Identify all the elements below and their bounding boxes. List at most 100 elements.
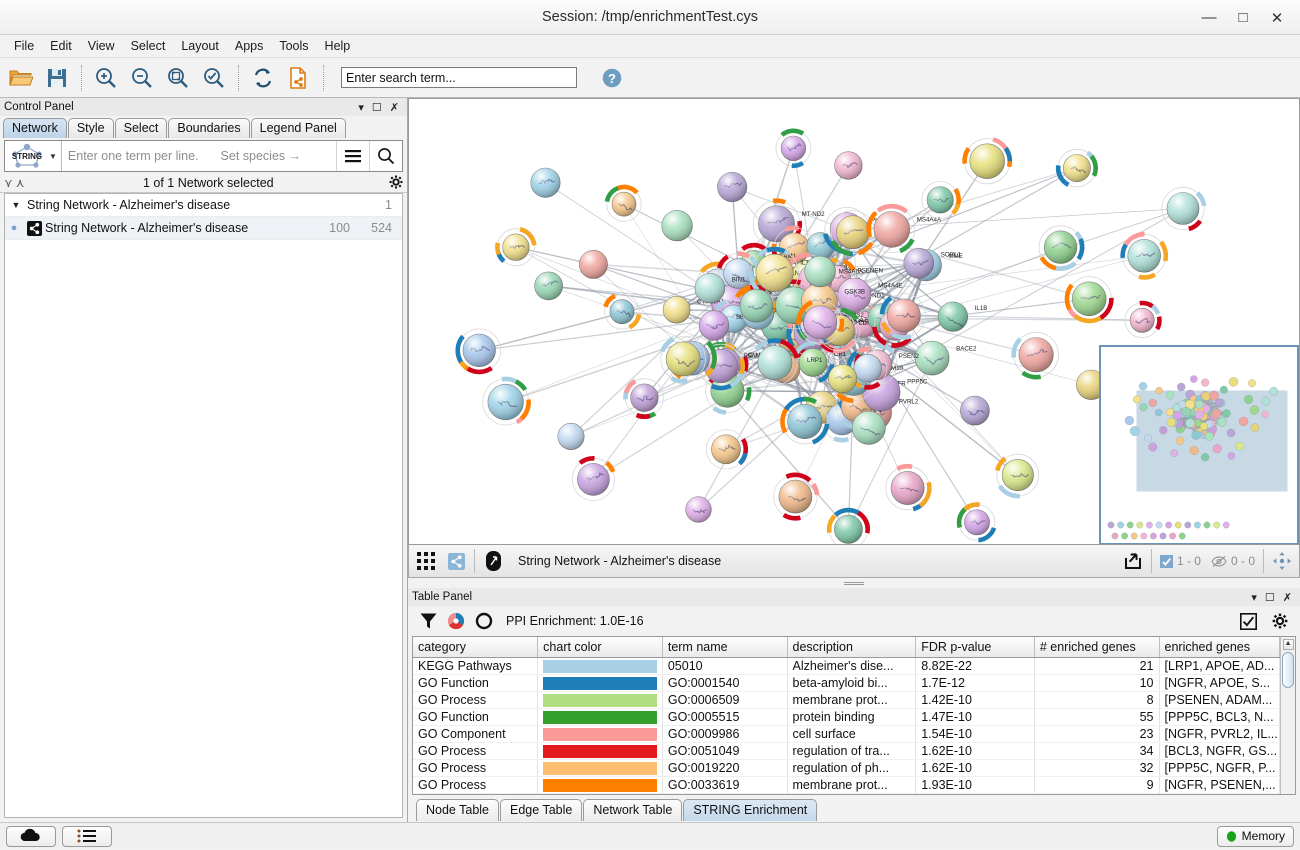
network-node[interactable] xyxy=(796,300,845,345)
minimize-button[interactable]: — xyxy=(1201,9,1217,26)
close-panel-icon[interactable]: ✗ xyxy=(389,101,399,114)
zoom-fit-icon[interactable] xyxy=(161,61,195,95)
network-node[interactable] xyxy=(921,181,961,219)
network-node[interactable] xyxy=(530,167,561,198)
network-node[interactable]: IL1A xyxy=(748,246,814,298)
string-logo-icon[interactable]: STRING xyxy=(5,141,49,171)
col-enriched-count[interactable]: # enriched genes xyxy=(1034,637,1160,658)
search-icon[interactable] xyxy=(369,141,402,171)
tab-node-table[interactable]: Node Table xyxy=(416,799,500,821)
network-node[interactable] xyxy=(834,151,863,180)
table-row[interactable]: GO Process GO:0050435beta-amyloid m...2.0… xyxy=(413,793,1281,794)
cloud-icon[interactable] xyxy=(6,825,56,847)
network-node[interactable] xyxy=(603,293,642,330)
select-all-icon[interactable] xyxy=(1234,608,1262,634)
network-node[interactable] xyxy=(1120,231,1169,280)
network-node[interactable] xyxy=(739,288,774,323)
scroll-thumb[interactable] xyxy=(1282,652,1295,688)
network-node[interactable] xyxy=(717,172,748,203)
export-image-icon[interactable] xyxy=(1118,548,1148,575)
tab-boundaries[interactable]: Boundaries xyxy=(168,118,250,138)
network-node[interactable] xyxy=(960,395,990,426)
menu-view[interactable]: View xyxy=(87,39,115,53)
zoom-selected-icon[interactable] xyxy=(197,61,231,95)
tab-edge-table[interactable]: Edge Table xyxy=(500,799,583,821)
network-node[interactable]: MS4A4A xyxy=(866,203,942,254)
memory-status-button[interactable]: Memory xyxy=(1216,825,1294,847)
network-node[interactable] xyxy=(557,422,585,450)
network-tree-root[interactable]: ▼ String Network - Alzheimer's disease 1 xyxy=(5,194,402,217)
network-node[interactable] xyxy=(956,502,997,543)
panel-divider[interactable] xyxy=(408,578,1300,588)
network-node[interactable] xyxy=(828,364,858,394)
network-node[interactable] xyxy=(685,496,712,523)
table-row[interactable]: GO Component GO:0009986 cell surface 1.54E-… xyxy=(413,725,1281,743)
menu-apps[interactable]: Apps xyxy=(234,39,264,53)
string-query-input[interactable]: Enter one term per line. Set species → xyxy=(60,141,336,171)
fit-content-icon[interactable] xyxy=(1267,548,1297,575)
network-canvas[interactable]: MT-ND2MT-ND1VSNL1GAB2INS1IL1BNCAM1ACHEAD… xyxy=(408,98,1300,545)
network-node[interactable] xyxy=(660,336,706,384)
menu-edit[interactable]: Edit xyxy=(50,39,72,53)
grid-layout-icon[interactable] xyxy=(411,548,441,575)
enrichment-table[interactable]: category chart color term name descripti… xyxy=(413,637,1281,794)
tree-expand-icon[interactable]: ▼ xyxy=(11,200,21,210)
settings-gear-icon[interactable] xyxy=(1266,608,1294,634)
network-node[interactable]: SORL1 xyxy=(903,248,962,279)
network-node[interactable] xyxy=(1055,148,1098,188)
scroll-up-arrow-icon[interactable]: ▲ xyxy=(1282,639,1294,650)
table-chevron-down-icon[interactable]: ▾ xyxy=(1251,591,1257,604)
network-node[interactable] xyxy=(752,338,799,386)
hamburger-icon[interactable] xyxy=(336,141,369,171)
network-node[interactable]: BIN1 xyxy=(694,273,746,304)
close-button[interactable]: ✕ xyxy=(1270,9,1284,27)
col-category[interactable]: category xyxy=(413,637,539,658)
collapse-all-icon[interactable]: ⋎ xyxy=(4,176,13,190)
network-node[interactable]: MS4A4E xyxy=(837,277,903,312)
network-node[interactable]: CR1 xyxy=(791,340,847,383)
share-network-icon[interactable] xyxy=(441,548,471,575)
network-node[interactable] xyxy=(604,184,642,222)
tab-network[interactable]: Network xyxy=(3,118,67,138)
enrichment-table-wrapper[interactable]: category chart color term name descripti… xyxy=(412,636,1296,795)
table-float-icon[interactable]: ☐ xyxy=(1264,591,1275,604)
network-node[interactable] xyxy=(1161,186,1207,232)
network-node[interactable] xyxy=(578,249,608,279)
tab-string-enrichment[interactable]: STRING Enrichment xyxy=(683,799,818,821)
table-row[interactable]: GO Process GO:0006509 membrane prot... 1.42… xyxy=(413,691,1281,709)
tab-network-table[interactable]: Network Table xyxy=(583,799,683,821)
network-node[interactable] xyxy=(775,128,812,169)
network-node[interactable] xyxy=(1124,300,1162,338)
enrichment-table-body[interactable]: KEGG Pathways 05010 Alzheimer's dise... 8.8… xyxy=(413,657,1281,794)
col-fdr[interactable]: FDR p-value xyxy=(915,637,1035,658)
menu-file[interactable]: File xyxy=(14,39,35,53)
table-vertical-scrollbar[interactable]: ▲ xyxy=(1280,637,1295,794)
string-species-caret-icon[interactable]: ▼ xyxy=(49,151,57,161)
task-list-icon[interactable] xyxy=(62,825,112,847)
save-icon[interactable] xyxy=(40,61,74,95)
network-node[interactable] xyxy=(571,455,616,501)
zoom-in-icon[interactable] xyxy=(89,61,123,95)
network-node[interactable] xyxy=(780,396,830,445)
network-node[interactable] xyxy=(995,453,1040,499)
chevron-down-icon[interactable]: ▾ xyxy=(358,101,364,114)
search-input[interactable]: Enter search term... xyxy=(341,67,577,88)
network-node[interactable] xyxy=(534,271,563,301)
set-species-link[interactable]: Set species → xyxy=(220,149,302,163)
network-node[interactable] xyxy=(1011,331,1059,380)
network-node[interactable] xyxy=(1076,369,1107,400)
network-node[interactable] xyxy=(826,507,870,545)
export-network-icon[interactable] xyxy=(282,61,316,95)
table-row[interactable]: GO Function GO:0005515 protein binding 1.47… xyxy=(413,708,1281,726)
network-node[interactable] xyxy=(885,463,932,512)
tab-style[interactable]: Style xyxy=(67,118,114,138)
network-node[interactable] xyxy=(661,210,693,242)
expand-all-icon[interactable]: ⋏ xyxy=(15,176,25,190)
filter-icon[interactable] xyxy=(414,608,442,634)
col-enriched-genes[interactable]: enriched genes xyxy=(1159,637,1281,658)
refresh-icon[interactable] xyxy=(246,61,280,95)
menu-layout[interactable]: Layout xyxy=(181,39,219,53)
network-node[interactable] xyxy=(879,293,926,340)
network-node[interactable] xyxy=(482,376,531,426)
network-node[interactable] xyxy=(773,472,820,521)
